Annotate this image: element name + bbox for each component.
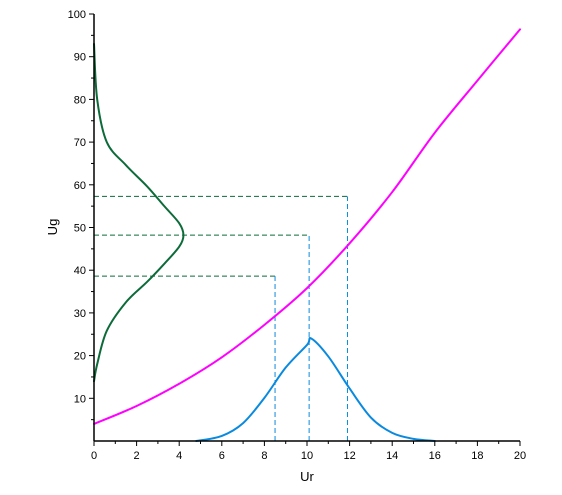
- x-tick-label: 12: [343, 450, 355, 462]
- x-tick-label: 18: [471, 450, 483, 462]
- x-tick-label: 8: [261, 450, 267, 462]
- y-tick-label: 60: [74, 180, 86, 192]
- x-tick-label: 20: [514, 450, 526, 462]
- y-tick-label: 100: [68, 9, 86, 21]
- y-tick-label: 40: [74, 265, 86, 277]
- x-tick-label: 16: [429, 450, 441, 462]
- series-lines: [93, 28, 521, 442]
- x-tick-label: 6: [219, 450, 225, 462]
- axes: [93, 14, 520, 442]
- y-tick-label: 20: [74, 351, 86, 363]
- y-tick-label: 30: [74, 308, 86, 320]
- series-line-3: [93, 42, 185, 383]
- y-tick-label: 10: [74, 393, 86, 405]
- x-axis-ticks: 0 2 4 6 8 10 12 14 16 18 20: [91, 441, 526, 462]
- reference-lines: [94, 195, 348, 441]
- x-tick-label: 10: [301, 450, 313, 462]
- y-axis-title: Ug: [45, 219, 60, 236]
- y-tick-label: 50: [74, 223, 86, 235]
- y-tick-label: 80: [74, 94, 86, 106]
- x-tick-label: 4: [176, 450, 182, 462]
- x-axis-title: Ur: [300, 469, 314, 484]
- series-line-1: [93, 28, 521, 425]
- x-tick-label: 0: [91, 450, 97, 462]
- x-tick-label: 14: [386, 450, 398, 462]
- y-tick-label: 90: [74, 52, 86, 64]
- y-tick-label: 70: [74, 137, 86, 149]
- y-axis-ticks: 10 20 30 40 50 60 70 80 90 100: [68, 9, 94, 421]
- series-line-2: [195, 337, 436, 442]
- x-tick-label: 2: [134, 450, 140, 462]
